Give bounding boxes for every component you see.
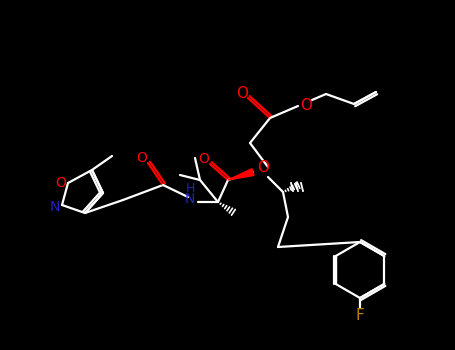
Text: H: H	[185, 182, 195, 196]
Text: O: O	[198, 152, 209, 166]
Text: O: O	[56, 176, 66, 190]
Text: O: O	[300, 98, 312, 113]
Text: O: O	[236, 85, 248, 100]
Polygon shape	[228, 169, 254, 180]
Text: N: N	[185, 192, 195, 206]
Text: F: F	[356, 308, 364, 323]
Text: O: O	[257, 160, 269, 175]
Text: N: N	[50, 200, 60, 214]
Text: O: O	[136, 151, 147, 165]
